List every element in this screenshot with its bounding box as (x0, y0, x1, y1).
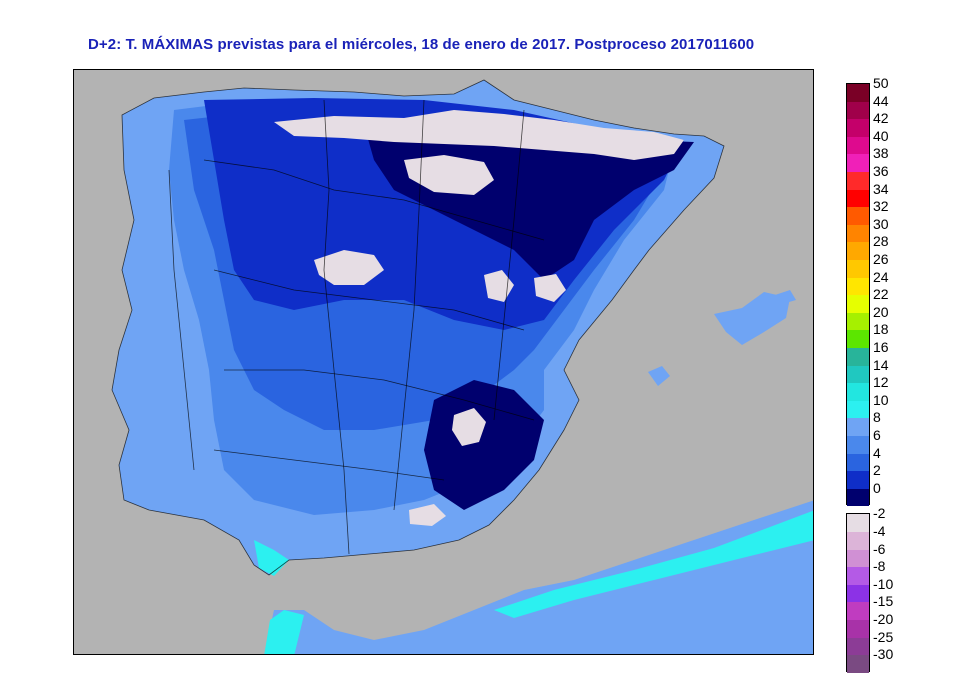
legend-swatch (847, 119, 869, 137)
legend-label: 10 (873, 391, 889, 408)
menorca (772, 290, 796, 304)
legend-swatch (847, 189, 869, 208)
legend-swatch (847, 207, 869, 225)
legend-swatch (847, 136, 869, 155)
temperature-map (73, 69, 814, 655)
legend-swatch (847, 348, 869, 366)
legend-swatch (847, 655, 869, 673)
legend-swatch (847, 154, 869, 172)
sierra-nevada-snow (409, 504, 446, 526)
legend-label: -4 (873, 523, 886, 539)
legend-swatch (847, 549, 869, 568)
legend-swatch (847, 312, 869, 331)
cantabrian-snow (404, 155, 494, 195)
legend-swatch (847, 295, 869, 313)
mallorca (714, 292, 790, 345)
legend-negative-scale (846, 513, 870, 673)
legend-swatch (847, 84, 869, 102)
legend-swatch (847, 418, 869, 436)
southeast-zone-0-2 (424, 380, 544, 510)
legend-label: 34 (873, 180, 889, 197)
legend-swatch (847, 637, 869, 656)
legend-label: -2 (873, 505, 886, 522)
legend-label: 26 (873, 251, 889, 267)
central-snow (452, 408, 486, 446)
legend-label: 44 (873, 92, 889, 109)
legend-label: -6 (873, 540, 886, 557)
legend-label: 2 (873, 462, 881, 479)
legend-label: 36 (873, 163, 889, 179)
legend-swatch (847, 383, 869, 401)
legend-swatch (847, 242, 869, 260)
legend-label: 50 (873, 75, 889, 91)
legend-swatch (847, 453, 869, 472)
legend-label: 8 (873, 409, 881, 426)
legend-positive-scale (846, 83, 870, 507)
iberian-snow-3 (534, 274, 566, 302)
legend-swatch (847, 101, 869, 120)
legend-swatch (847, 602, 869, 620)
legend-label: -10 (873, 575, 894, 592)
legend-label: 24 (873, 268, 889, 285)
color-scale-legend: 50 44 42 40 38 36 34 32 30 28 26 24 22 20 18 16 14 12 10 8 6… (843, 75, 973, 673)
legend-swatch (847, 330, 869, 348)
legend-label: 0 (873, 479, 881, 496)
legend-swatch (847, 619, 869, 638)
legend-swatch (847, 260, 869, 278)
legend-label: 18 (873, 321, 889, 338)
legend-label: 14 (873, 356, 889, 373)
north-africa (264, 500, 813, 654)
legend-swatch (847, 471, 869, 489)
legend-swatch (847, 514, 869, 532)
map-title: D+2: T. MÁXIMAS previstas para el miérco… (88, 36, 755, 53)
legend-label: 20 (873, 303, 889, 320)
legend-swatch (847, 224, 869, 243)
ibiza (648, 366, 670, 386)
legend-label: 4 (873, 444, 881, 461)
legend-label: -15 (873, 593, 894, 610)
legend-label: 28 (873, 233, 889, 250)
legend-swatch (847, 531, 869, 550)
legend-label: 40 (873, 127, 889, 144)
legend-label: -8 (873, 558, 886, 575)
legend-label: 30 (873, 215, 889, 232)
legend-swatch (847, 436, 869, 454)
legend-label: 38 (873, 145, 889, 162)
legend-label: -25 (873, 628, 894, 645)
legend-label: 16 (873, 339, 889, 355)
legend-label: 32 (873, 198, 889, 215)
legend-swatch (847, 567, 869, 585)
legend-swatch (847, 172, 869, 190)
legend-label: 12 (873, 374, 889, 391)
legend-label: 22 (873, 286, 889, 303)
legend-label: 42 (873, 110, 889, 127)
legend-swatch (847, 488, 869, 507)
legend-swatch (847, 400, 869, 419)
pyrenees-snow (274, 110, 684, 160)
legend-swatch (847, 584, 869, 603)
legend-label: 6 (873, 427, 881, 443)
legend-swatch (847, 365, 869, 384)
legend-swatch (847, 277, 869, 296)
legend-label: -20 (873, 611, 894, 627)
iberian-snow-1 (314, 250, 384, 285)
legend-label: -30 (873, 646, 894, 663)
region-borders (111, 79, 725, 576)
